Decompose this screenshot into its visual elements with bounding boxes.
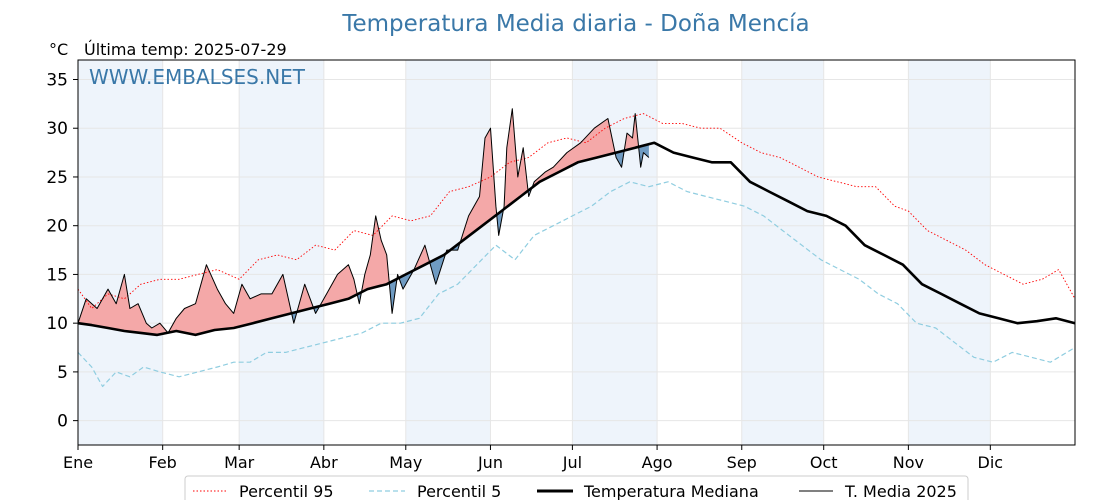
month-band-nov <box>908 60 991 445</box>
below-median-fill <box>389 279 397 314</box>
month-band-mar <box>239 60 324 445</box>
y-tick-label: 30 <box>46 119 68 139</box>
x-tick-label-feb: Feb <box>149 453 177 472</box>
x-tick-label-jul: Jul <box>562 453 582 472</box>
y-tick-label: 20 <box>46 217 68 237</box>
above-median-fill <box>362 215 389 292</box>
median-line <box>77 141 1076 337</box>
x-tick-label-ene: Ene <box>63 453 93 472</box>
below-median-fill <box>291 312 297 324</box>
above-median-fill <box>532 118 615 188</box>
legend-box <box>184 475 969 500</box>
x-tick-label-jun: Jun <box>477 453 503 472</box>
last-temp-label: Última temp: 2025-07-29 <box>84 40 287 59</box>
above-median-fill <box>319 264 357 307</box>
percentile-5-line <box>77 181 1076 388</box>
legend: Percentil 95 Percentil 5 Temperatura Med… <box>184 475 969 500</box>
y-tick-label: 0 <box>57 412 68 432</box>
month-band-sep <box>741 60 824 445</box>
legend-label-p5: Percentil 5 <box>417 482 501 500</box>
below-median-fill <box>638 144 649 168</box>
y-tick-label: 35 <box>46 70 68 90</box>
x-axis-ticks: Ene Feb Mar Abr May Jun Jul Ago Sep Oct Nov Dic <box>63 445 1003 472</box>
month-band-ene <box>78 60 163 445</box>
chart-title: Temperatura Media diaria - Doña Mencía <box>341 11 809 37</box>
percentile-95-line <box>77 113 1076 309</box>
year-2025-line <box>77 108 650 334</box>
x-tick-label-dic: Dic <box>978 453 1004 472</box>
above-median-fill <box>168 264 292 335</box>
y-tick-label: 5 <box>57 363 68 383</box>
below-median-fill <box>615 150 624 168</box>
legend-label-p95: Percentil 95 <box>239 482 334 500</box>
legend-label-2025: T. Media 2025 <box>844 482 957 500</box>
above-median-fill <box>78 274 168 335</box>
deviation-fills <box>78 108 649 335</box>
y-tick-label: 15 <box>46 265 68 285</box>
below-median-fill <box>399 270 414 290</box>
x-tick-label-abr: Abr <box>310 453 338 472</box>
x-tick-label-oct: Oct <box>810 453 838 472</box>
x-tick-label-may: May <box>389 453 422 472</box>
watermark: WWW.EMBALSES.NET <box>89 65 306 89</box>
month-band-jul <box>572 60 658 445</box>
above-median-fill <box>460 128 497 243</box>
y-axis-ticks: 0 5 10 15 20 25 30 35 <box>46 70 78 432</box>
x-tick-label-mar: Mar <box>224 453 255 472</box>
x-tick-label-ago: Ago <box>642 453 673 472</box>
month-bands <box>78 60 991 445</box>
plot-frame <box>77 59 1076 446</box>
legend-label-median: Temperatura Mediana <box>583 482 759 500</box>
x-tick-label-nov: Nov <box>893 453 924 472</box>
x-tick-label-sep: Sep <box>727 453 757 472</box>
unit-label: °C <box>49 40 68 59</box>
series-lines <box>77 108 1076 388</box>
above-median-fill <box>297 284 313 312</box>
y-tick-label: 25 <box>46 168 68 188</box>
y-tick-label: 10 <box>46 314 68 334</box>
